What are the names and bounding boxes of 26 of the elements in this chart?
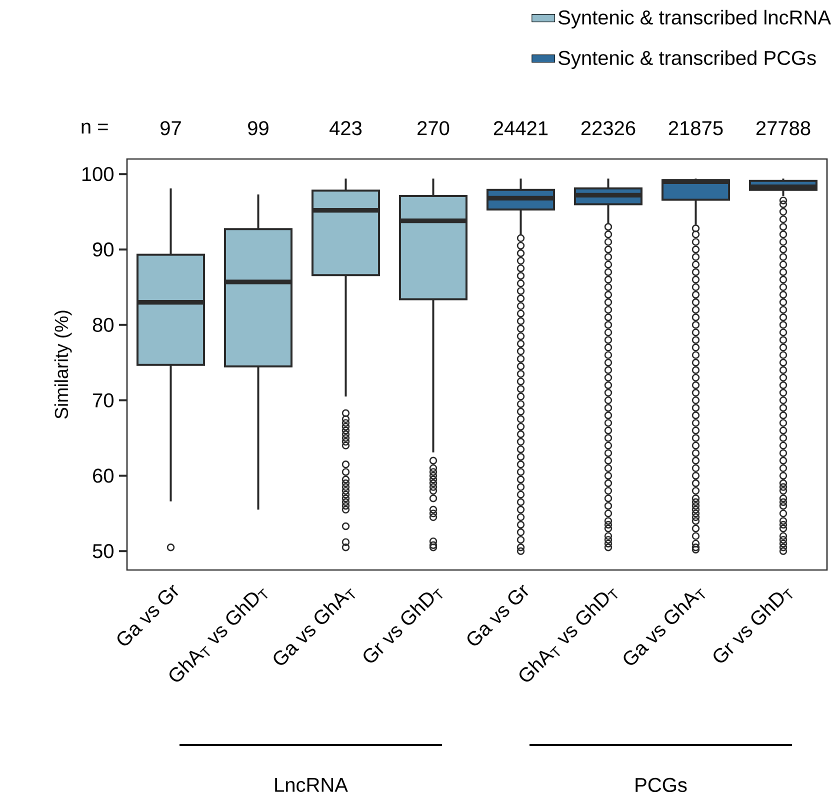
x-tick-label: Gr vs GhD$_{T}$ [364,588,443,662]
text: 27788 [756,121,810,136]
y-tick-label: 50 [92,544,114,558]
x-tick-label: Ga vs Gr [467,584,528,646]
text: 24421 [494,121,548,136]
y-tick-label: 70 [93,393,114,408]
text: 99 [248,121,268,136]
text: 22326 [581,121,636,136]
text: 21875 [668,121,723,136]
x-tick-label: Ga vs GhA$_{T}$ [624,588,706,665]
text: LncRNA [275,778,348,792]
x-tick-label: Ga vs GhA$_{T}$ [274,588,356,665]
legend-label: Syntenic & transcribed lncRNA [558,10,831,28]
y-tick-label: 100 [82,166,114,182]
y-tick-label: 60 [93,468,114,483]
y-axis-title: Similarity (%) [54,310,72,419]
y-tick-label: 90 [92,242,114,257]
text: 97 [160,121,181,136]
text: 270 [418,121,450,136]
text: 423 [330,121,362,136]
x-tick-label: Ga vs Gr [117,584,178,646]
y-tick-label: 80 [92,318,114,332]
x-tick-label: Gr vs GhD$_{T}$ [714,588,793,662]
text: PCGs [636,778,687,792]
text: n = [82,122,108,134]
legend-label: Syntenic & transcribed PCGs [558,50,816,69]
